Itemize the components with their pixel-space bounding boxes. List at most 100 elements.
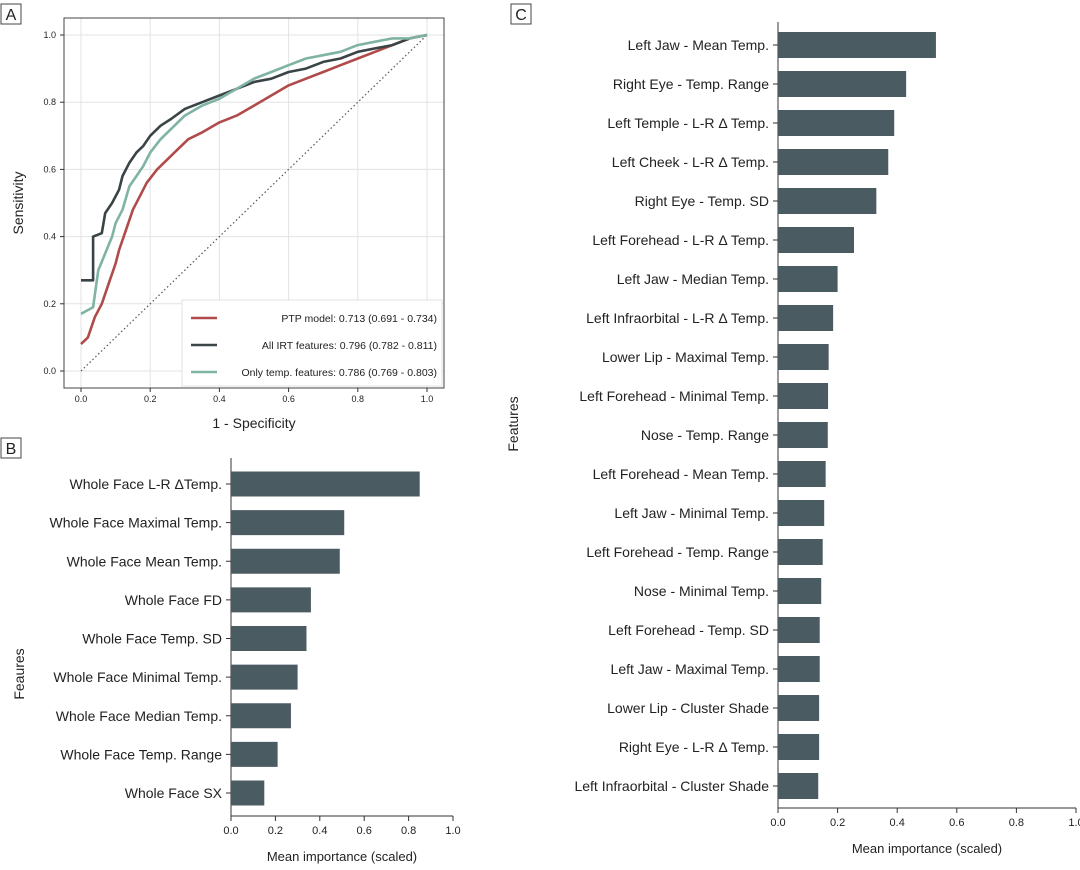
- panel-a-chance-diagonal: [80, 34, 428, 372]
- panel-c-bar-chart-x-axis-label: Mean importance (scaled): [852, 841, 1002, 856]
- panel-b-bar-chart-xtick-label: 1.0: [445, 825, 460, 837]
- panel-c-bar-chart-category-label: Right Eye - L-R Δ Temp.: [619, 739, 769, 755]
- panel-c-bar-chart-category-label: Right Eye - Temp. Range: [613, 76, 769, 92]
- panel-c-bar-chart-category-label: Left Forehead - Temp. Range: [586, 544, 769, 560]
- panel-a-ytick-label: 0.8: [43, 97, 56, 107]
- panel-c-bar-chart-xtick-label: 0.8: [1009, 817, 1024, 829]
- panel-c-bar-chart-category-label: Lower Lip - Maximal Temp.: [602, 349, 769, 365]
- panel-c-bar-chart-xtick-label: 0.6: [949, 817, 964, 829]
- panel-b-bar-chart-category-label: Whole Face Minimal Temp.: [53, 669, 222, 685]
- panel-c-bar-chart-category-label: Left Jaw - Maximal Temp.: [611, 661, 769, 677]
- panel-c-bar-chart-category-label: Left Forehead - L-R Δ Temp.: [592, 232, 769, 248]
- panel-c-bar-chart-xtick-label: 0.0: [770, 817, 785, 829]
- panel-c-bar-chart-bar: [778, 383, 829, 409]
- panel-b-bar-chart-bar: [231, 780, 265, 806]
- panel-b-bar-chart-bar: [231, 703, 291, 729]
- panel-c-label-text: C: [515, 7, 527, 24]
- panel-b-bar-chart-bar: [231, 510, 345, 536]
- panel-b-bar-chart-category-label: Whole Face L-R ΔTemp.: [69, 476, 222, 492]
- panel-c-bar-chart-category-label: Right Eye - Temp. SD: [635, 193, 769, 209]
- panel-c-bar-chart-category-label: Left Jaw - Mean Temp.: [628, 37, 769, 53]
- panel-c-bar-chart-bar: [778, 32, 936, 58]
- panel-b-bar-chart-category-label: Whole Face Mean Temp.: [67, 553, 222, 569]
- panel-c-bar-chart-bar: [778, 422, 828, 448]
- panel-c-bar-chart-bar: [778, 110, 895, 136]
- panel-b-label-box: [0, 437, 22, 459]
- panel-a-label: A: [0, 3, 22, 25]
- panel-a-ytick-label: 0.0: [43, 366, 56, 376]
- panel-c-bar-chart-category-label: Left Jaw - Median Temp.: [617, 271, 769, 287]
- panel-a-xtick-label: 0.8: [352, 394, 365, 404]
- panel-b-bar-chart-bar: [231, 664, 298, 690]
- panel-b-bar-chart-xtick-label: 0.6: [357, 825, 372, 837]
- panel-c-bar-chart-bar: [778, 344, 829, 370]
- panel-c-bar-chart-category-label: Lower Lip - Cluster Shade: [607, 700, 769, 716]
- panel-c-bar-chart-xtick-label: 1.0: [1068, 817, 1080, 829]
- panel-c-bar-chart-bar: [778, 305, 834, 331]
- panel-b-bar-chart-xtick-label: 0.8: [401, 825, 416, 837]
- panel-c-bar-chart-category-label: Left Infraorbital - L-R Δ Temp.: [586, 310, 769, 326]
- panel-c-bar-chart-bar: [778, 695, 820, 721]
- panel-b-bar-chart-xtick-label: 0.0: [223, 825, 238, 837]
- panel-a-plot-frame: [63, 17, 445, 389]
- panel-a-ytick-label: 1.0: [43, 30, 56, 40]
- panel-b-bar-chart-bar: [231, 548, 340, 574]
- panel-c-bar-chart-category-label: Left Forehead - Mean Temp.: [593, 466, 769, 482]
- panel-c-bar-chart-bar: [778, 266, 838, 292]
- panel-b-label-text: B: [6, 441, 17, 458]
- panel-c-bar-chart-bar: [778, 71, 907, 97]
- panel-c-label: C: [510, 3, 532, 25]
- panel-c-bar-chart-y-axis-label: Features: [505, 396, 521, 451]
- panel-a-xtick-label: 0.2: [144, 394, 157, 404]
- panel-c-bar-chart-category-label: Nose - Minimal Temp.: [634, 583, 769, 599]
- panel-a-series-line-only_temp: [80, 33, 428, 316]
- panel-c-bar-chart-bar: [778, 773, 819, 799]
- panel-b-bar-chart-category-label: Whole Face Median Temp.: [56, 708, 222, 724]
- panel-a-legend-label: All IRT features: 0.796 (0.782 - 0.811): [262, 340, 437, 352]
- panel-b-bar-chart: Whole Face L-R ΔTemp. Whole Face Maximal …: [11, 458, 461, 864]
- panel-b-bar-chart-bar: [231, 471, 420, 497]
- panel-c-bar-chart-category-label: Nose - Temp. Range: [641, 427, 769, 443]
- panel-a-ytick-label: 0.2: [43, 299, 56, 309]
- panel-c-bar-chart-bar: [778, 656, 820, 682]
- panel-c-label-box: [510, 3, 532, 25]
- panel-b-bar-chart-x-axis-label: Mean importance (scaled): [267, 849, 417, 864]
- panel-a-label-box: [0, 3, 22, 25]
- panel-b-bar-chart-category-label: Whole Face Maximal Temp.: [50, 515, 222, 531]
- panel-a-xtick-label: 0.6: [282, 394, 295, 404]
- panel-c-bar-chart-bar: [778, 188, 877, 214]
- panel-b-bar-chart-bar: [231, 741, 278, 767]
- panel-c-bar-chart-bar: [778, 227, 854, 253]
- panel-c-bar-chart-bar: [778, 149, 889, 175]
- panel-a-legend-box: [181, 299, 443, 387]
- panel-c-bar-chart-bar: [778, 617, 820, 643]
- panel-a-x-axis-label: 1 - Specificity: [212, 415, 295, 431]
- panel-c-bar-chart: Left Jaw - Mean Temp. Right Eye - Temp. R…: [505, 22, 1080, 856]
- panel-a-xtick-label: 0.0: [75, 394, 88, 404]
- panel-a-xtick-label: 0.4: [213, 394, 226, 404]
- panel-c-bar-chart-bar: [778, 539, 823, 565]
- panel-c-bar-chart-bar: [778, 500, 825, 526]
- panel-c-bar-chart-bar: [778, 578, 822, 604]
- panel-b-bar-chart-bar: [231, 626, 307, 651]
- panel-c-bar-chart-xtick-label: 0.4: [890, 817, 905, 829]
- panel-b-bar-chart-y-axis-label: Feaures: [11, 648, 27, 699]
- panel-b-bar-chart-category-label: Whole Face Temp. SD: [82, 631, 222, 647]
- panel-b-bar-chart-category-label: Whole Face FD: [125, 592, 222, 608]
- panel-a-series-line-ptp: [80, 33, 428, 346]
- panel-b-bar-chart-category-label: Whole Face SX: [125, 785, 223, 801]
- panel-a-series-line-all_irt: [81, 33, 428, 282]
- panel-c-bar-chart-category-label: Left Infraorbital - Cluster Shade: [574, 778, 769, 794]
- panel-c-bar-chart-category-label: Left Cheek - L-R Δ Temp.: [612, 154, 769, 170]
- panel-a-ytick-label: 0.4: [43, 232, 56, 242]
- panel-c-bar-chart-category-label: Left Forehead - Temp. SD: [608, 622, 769, 638]
- panel-c-bar-chart-category-label: Left Forehead - Minimal Temp.: [579, 388, 769, 404]
- panel-c-bar-chart-category-label: Left Jaw - Minimal Temp.: [614, 505, 769, 521]
- panel-a-y-axis-label: Sensitivity: [10, 171, 26, 234]
- panel-c-bar-chart-xtick-label: 0.2: [830, 817, 845, 829]
- panel-c-bar-chart-bar: [778, 461, 826, 487]
- panel-a-legend: PTP model: 0.713 (0.691 - 0.734) All IRT …: [181, 299, 443, 387]
- panel-b-bar-chart-xtick-label: 0.4: [312, 825, 327, 837]
- panel-b-bar-chart-bar: [231, 587, 311, 613]
